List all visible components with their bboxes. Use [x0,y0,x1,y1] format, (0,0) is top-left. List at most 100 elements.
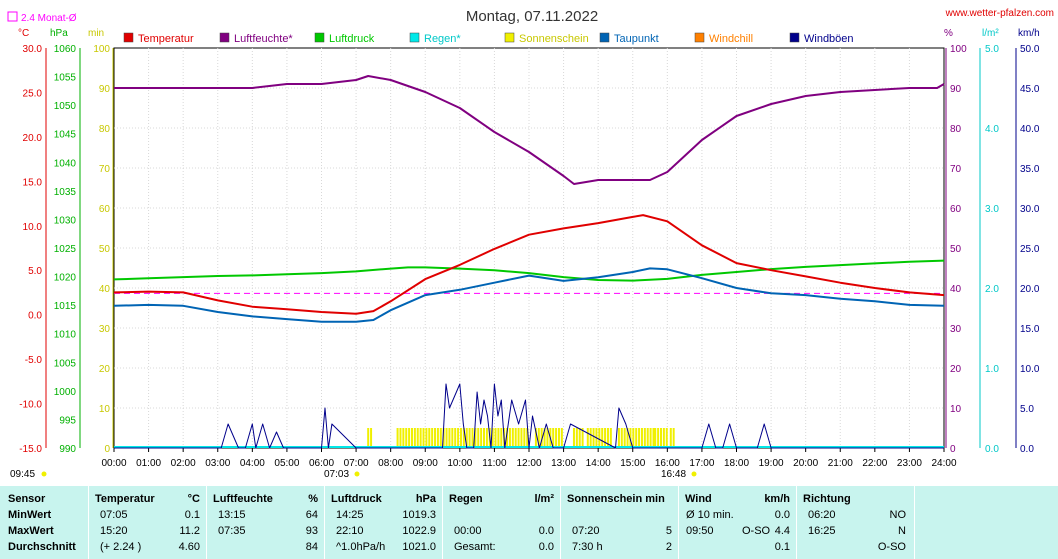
pressure-tick-label: 1055 [54,73,77,84]
wind-tick-label: 50.0 [1020,44,1040,55]
wind-tick-label: 45.0 [1020,84,1040,95]
rain-tick-label: 2.0 [985,284,999,295]
sun-tick-label: 20 [99,364,111,375]
sunshine-bar [606,428,609,448]
hdr-humidity: Luftfeuchte [213,493,273,505]
sun-tick-label: 80 [99,124,111,135]
sunshine-bar [408,428,411,448]
wind-unit: km/h [1018,28,1040,39]
temp-tick-label: 30.0 [23,44,43,55]
pressure-tick-label: 1010 [54,330,77,341]
sunshine-bar [508,428,511,448]
grid-lines [114,48,944,448]
sunshine-bar [669,428,672,448]
wind-tick-label: 35.0 [1020,164,1040,175]
hdr-rain: Regen [449,493,483,505]
sunshine-bar [646,428,649,448]
legend-swatch [504,32,515,43]
legend-label: Luftfeuchte* [234,33,293,45]
sunshine-bar [410,428,413,448]
stat-dir-time: 06:20 [808,509,836,521]
chart-title: Montag, 07.11.2022 [466,8,598,25]
legend-swatch [409,32,420,43]
x-axis: 00:00 01:00 02:00 03:00 04:00 05:00 06:00 07:00… [101,448,957,469]
pressure-tick-label: 1015 [54,301,77,312]
col-sep [88,486,89,559]
col-sep [206,486,207,559]
x-tick-label: 24:00 [931,458,956,469]
stat-press-time: ^1.0hPa/h [336,541,386,553]
legend-label: Taupunkt [614,33,659,45]
col-sep [914,486,915,559]
stat-label: Durchschnitt [8,541,76,553]
sunshine-bar [534,428,537,448]
sunshine-bar [396,428,399,448]
time-label: 09:45 [10,469,35,480]
stat-hum-val: 93 [305,525,318,537]
sunshine-bar [468,428,471,448]
wind-tick-label: 40.0 [1020,124,1040,135]
wind-tick-label: 25.0 [1020,244,1040,255]
temp-tick-label: 20.0 [23,133,43,144]
sunshine-bar [457,428,460,448]
sunshine-bar [436,428,439,448]
sunshine-bars [367,428,675,448]
sunshine-bar [649,428,652,448]
hdr-temperature: Temperatur [95,493,155,505]
sunshine-bar [662,428,665,448]
sunshine-bar [643,428,646,448]
x-tick-label: 13:00 [551,458,576,469]
x-tick-label: 00:00 [101,458,126,469]
sunshine-bar [523,428,526,448]
sun-tick-label: 70 [99,164,111,175]
sunshine-bar [526,428,529,448]
sunshine-bar [604,428,607,448]
hdr-temp-unit: °C [187,493,200,505]
sunshine-bar [581,428,584,448]
sunshine-bar [609,428,612,448]
stat-hum-time: 13:15 [218,509,246,521]
rain-tick-label: 4.0 [985,124,999,135]
sunshine-bar [367,428,370,448]
stat-dir-time: 16:25 [808,525,836,537]
pressure-tick-label: 990 [59,444,76,455]
temp-tick-label: -5.0 [25,355,43,366]
stat-wind-time: Ø 10 min. [686,509,734,521]
pressure-tick-label: 995 [59,415,76,426]
temp-tick-label: 5.0 [28,266,42,277]
legend-label: Regen* [424,33,461,45]
sunshine-bar [399,428,402,448]
sun-tick-label: 0 [104,444,110,455]
x-tick-label: 20:00 [793,458,818,469]
rain-tick-label: 3.0 [985,204,999,215]
stat-rain-time: Gesamt: [454,541,496,553]
wind-tick-label: 30.0 [1020,204,1040,215]
wind-tick-label: 10.0 [1020,364,1040,375]
sunshine-bar [552,428,555,448]
stat-wind-dir: O-SO [742,525,771,537]
humidity-tick-label: 60 [950,204,962,215]
temp-tick-label: -10.0 [19,400,42,411]
stat-sun-val: 2 [665,541,672,553]
hdr-sensor: Sensor [8,493,46,505]
x-tick-label: 17:00 [689,458,714,469]
gust-line [114,383,944,449]
sunshine-bar [638,428,641,448]
col-sep [796,486,797,559]
pressure-tick-label: 1060 [54,44,77,55]
x-tick-label: 19:00 [759,458,784,469]
sunshine-bar [601,428,604,448]
rain-tick-label: 5.0 [985,44,999,55]
sun-tick-label: 50 [99,244,111,255]
sunrise-icon [354,471,360,477]
stat-wind-val: 0.1 [774,541,790,553]
sunshine-bar [471,428,474,448]
legend-swatch [599,32,610,43]
sunshine-bar [459,428,462,448]
sunshine-bar [454,428,457,448]
sunshine-bar [654,428,657,448]
humidity-tick-label: 80 [950,124,962,135]
sunshine-bar [665,428,668,448]
site-link[interactable]: www.wetter-pfalzen.com [945,8,1054,19]
